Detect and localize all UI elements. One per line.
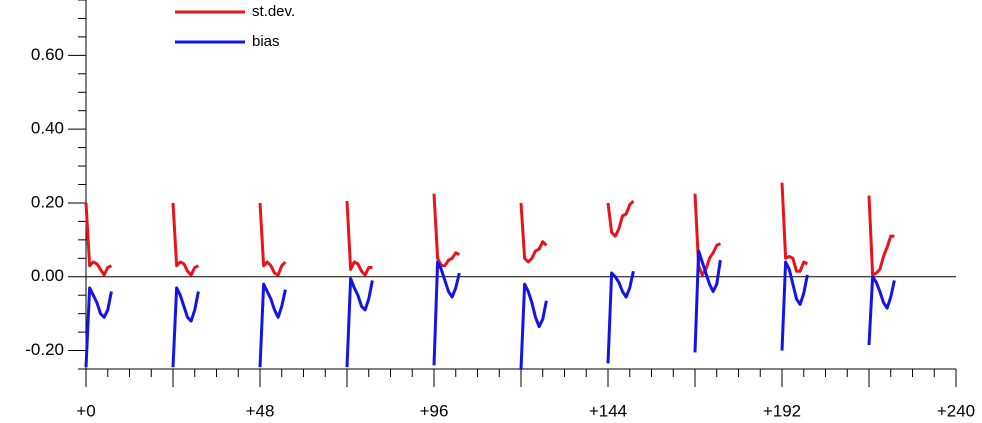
y-tick-label: 0.40 [31,119,64,138]
series-line [84,249,896,370]
series-line [84,182,895,277]
y-tick-label: 0.60 [31,45,64,64]
legend-label: st.dev. [252,3,295,20]
legend-label: bias [252,33,280,50]
x-tick-label: +96 [420,401,449,420]
x-tick-label: +240 [937,401,975,420]
x-tick-label: +144 [589,401,627,420]
y-tick-label: 0.00 [31,266,64,285]
y-tick-label: -0.20 [25,340,64,359]
y-tick-label: 0.20 [31,192,64,211]
x-tick-label: +48 [246,401,275,420]
x-tick-label: +192 [763,401,801,420]
x-tick-label: +0 [76,401,95,420]
